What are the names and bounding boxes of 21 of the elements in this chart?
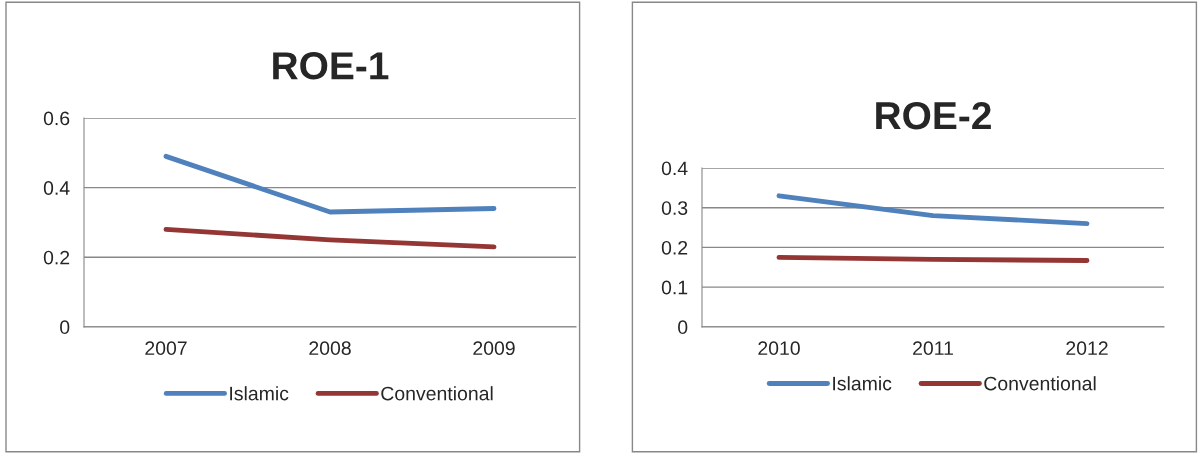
legend-label: Conventional [984,376,1096,391]
legend-label: Islamic [833,376,892,391]
y-tick-label: 0.3 [661,201,688,215]
chart-title: ROE-1 [273,52,389,80]
y-tick-label: 0.2 [43,250,70,265]
y-tick-label: 0.4 [661,161,688,176]
x-tick-label: 2011 [913,341,953,356]
x-tick-label: 2010 [758,341,800,356]
x-tick-label: 2009 [473,341,515,356]
x-tick-label: 2007 [145,341,187,356]
x-tick-label: 2012 [1066,341,1108,356]
y-tick-label: 0.2 [661,240,688,255]
y-tick-label: 0 [678,320,688,335]
y-tick-label: 0.6 [43,111,70,126]
y-tick-label: 0 [60,320,70,335]
y-tick-label: 0.1 [661,280,688,295]
chart-title: ROE-2 [876,101,991,130]
x-tick-label: 2008 [309,341,351,356]
legend-label: Islamic [230,386,289,401]
legend-label: Conventional [381,386,493,401]
y-tick-label: 0.4 [43,181,70,195]
